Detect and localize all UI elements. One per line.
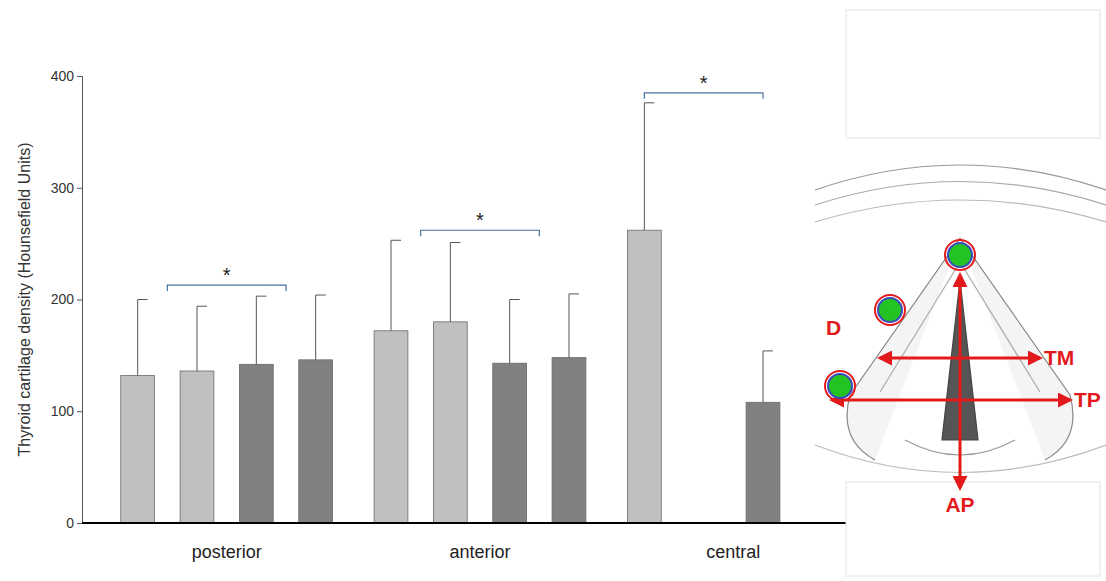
roi-point: [948, 243, 972, 267]
error-line: [509, 300, 510, 364]
x-tick: posterior: [192, 523, 262, 562]
x-tick-label: central: [706, 542, 760, 562]
significance-star: *: [476, 209, 484, 231]
y-tick-mark: [77, 76, 82, 77]
error-cap: [569, 293, 579, 294]
x-tick: central: [706, 523, 760, 562]
roi-point: [878, 298, 902, 322]
roi-outline: [825, 371, 855, 401]
x-tick-label: anterior: [449, 542, 510, 562]
anatomy-outline: [960, 262, 1040, 392]
roi-outline: [945, 240, 975, 270]
plot-area: [121, 103, 780, 523]
anatomy-outline: [880, 262, 960, 392]
diagram-label: AP: [945, 493, 974, 516]
diagram-label: TM: [1044, 346, 1074, 369]
y-tick-label: 0: [66, 515, 74, 531]
error-line: [644, 103, 645, 230]
y-tick-mark: [77, 523, 82, 524]
x-axis-line: [82, 522, 860, 524]
significance-star: *: [223, 264, 231, 286]
diagram-label: TP: [1074, 388, 1101, 411]
panel-box: [846, 10, 1100, 138]
error-line: [256, 296, 257, 364]
chart: 0 100 200 300 400 posterior anterior central Thy…: [0, 0, 1106, 581]
y-tick: 0: [66, 515, 82, 531]
error-bar: [763, 351, 773, 402]
error-line: [391, 240, 392, 331]
y-tick-label: 100: [51, 403, 75, 419]
roi-outline: [875, 295, 905, 325]
y-tick: 200: [51, 291, 82, 307]
error-cap: [644, 102, 654, 103]
error-cap: [256, 296, 266, 297]
bar: [299, 360, 333, 523]
error-cap: [391, 240, 401, 241]
error-bar: [450, 243, 460, 322]
error-line: [315, 295, 316, 360]
y-tick-label: 400: [51, 68, 75, 84]
bar: [746, 402, 780, 523]
bar: [493, 363, 527, 523]
error-cap: [763, 350, 773, 351]
error-bar: [138, 300, 148, 376]
error-line: [568, 294, 569, 358]
y-tick: 400: [51, 68, 82, 84]
bar: [627, 230, 661, 523]
error-line: [137, 300, 138, 376]
anatomy-outline: [815, 182, 1106, 206]
error-cap: [138, 299, 148, 300]
bar: [239, 364, 273, 523]
error-bar: [391, 240, 401, 331]
roi-point: [828, 374, 852, 398]
error-cap: [450, 242, 460, 243]
error-cap: [197, 306, 207, 307]
y-tick-mark: [77, 300, 82, 301]
x-tick-label: posterior: [192, 542, 262, 562]
y-axis: 0 100 200 300 400: [51, 68, 83, 531]
measure-arrow: [832, 399, 1070, 402]
measure-arrow: [959, 275, 962, 488]
error-bar: [569, 294, 579, 358]
measure-arrow: [880, 357, 1040, 360]
x-axis: posterior anterior central: [82, 523, 860, 562]
error-line: [450, 243, 451, 322]
error-bar: [316, 295, 326, 360]
larynx-diagram: D TMTP AP: [815, 10, 1106, 576]
bar: [374, 331, 408, 523]
y-tick: 100: [51, 403, 82, 419]
bar: [433, 322, 467, 523]
error-line: [762, 351, 763, 402]
y-tick-label: 300: [51, 180, 75, 196]
error-bar: [644, 103, 654, 230]
error-cap: [510, 299, 520, 300]
significance-star: *: [700, 72, 708, 94]
diagram-label: D: [826, 316, 841, 339]
x-tick: anterior: [449, 523, 510, 562]
bar: [121, 375, 155, 523]
anatomy-outline: [815, 200, 1106, 222]
y-tick-label: 200: [51, 291, 75, 307]
y-tick: 300: [51, 180, 82, 196]
anatomy-outline: [815, 165, 1106, 190]
error-cap: [316, 295, 326, 296]
bar: [552, 358, 586, 523]
panel-box: [846, 482, 1100, 576]
y-axis-title: Thyroid cartilage density (Hounsefield U…: [16, 143, 33, 457]
error-bar: [510, 300, 520, 364]
y-tick-mark: [77, 188, 82, 189]
error-bar: [197, 306, 207, 371]
y-tick-mark: [77, 411, 82, 412]
error-bar: [256, 296, 266, 364]
bar: [180, 371, 214, 523]
error-line: [197, 306, 198, 371]
y-axis-line: [77, 77, 83, 524]
